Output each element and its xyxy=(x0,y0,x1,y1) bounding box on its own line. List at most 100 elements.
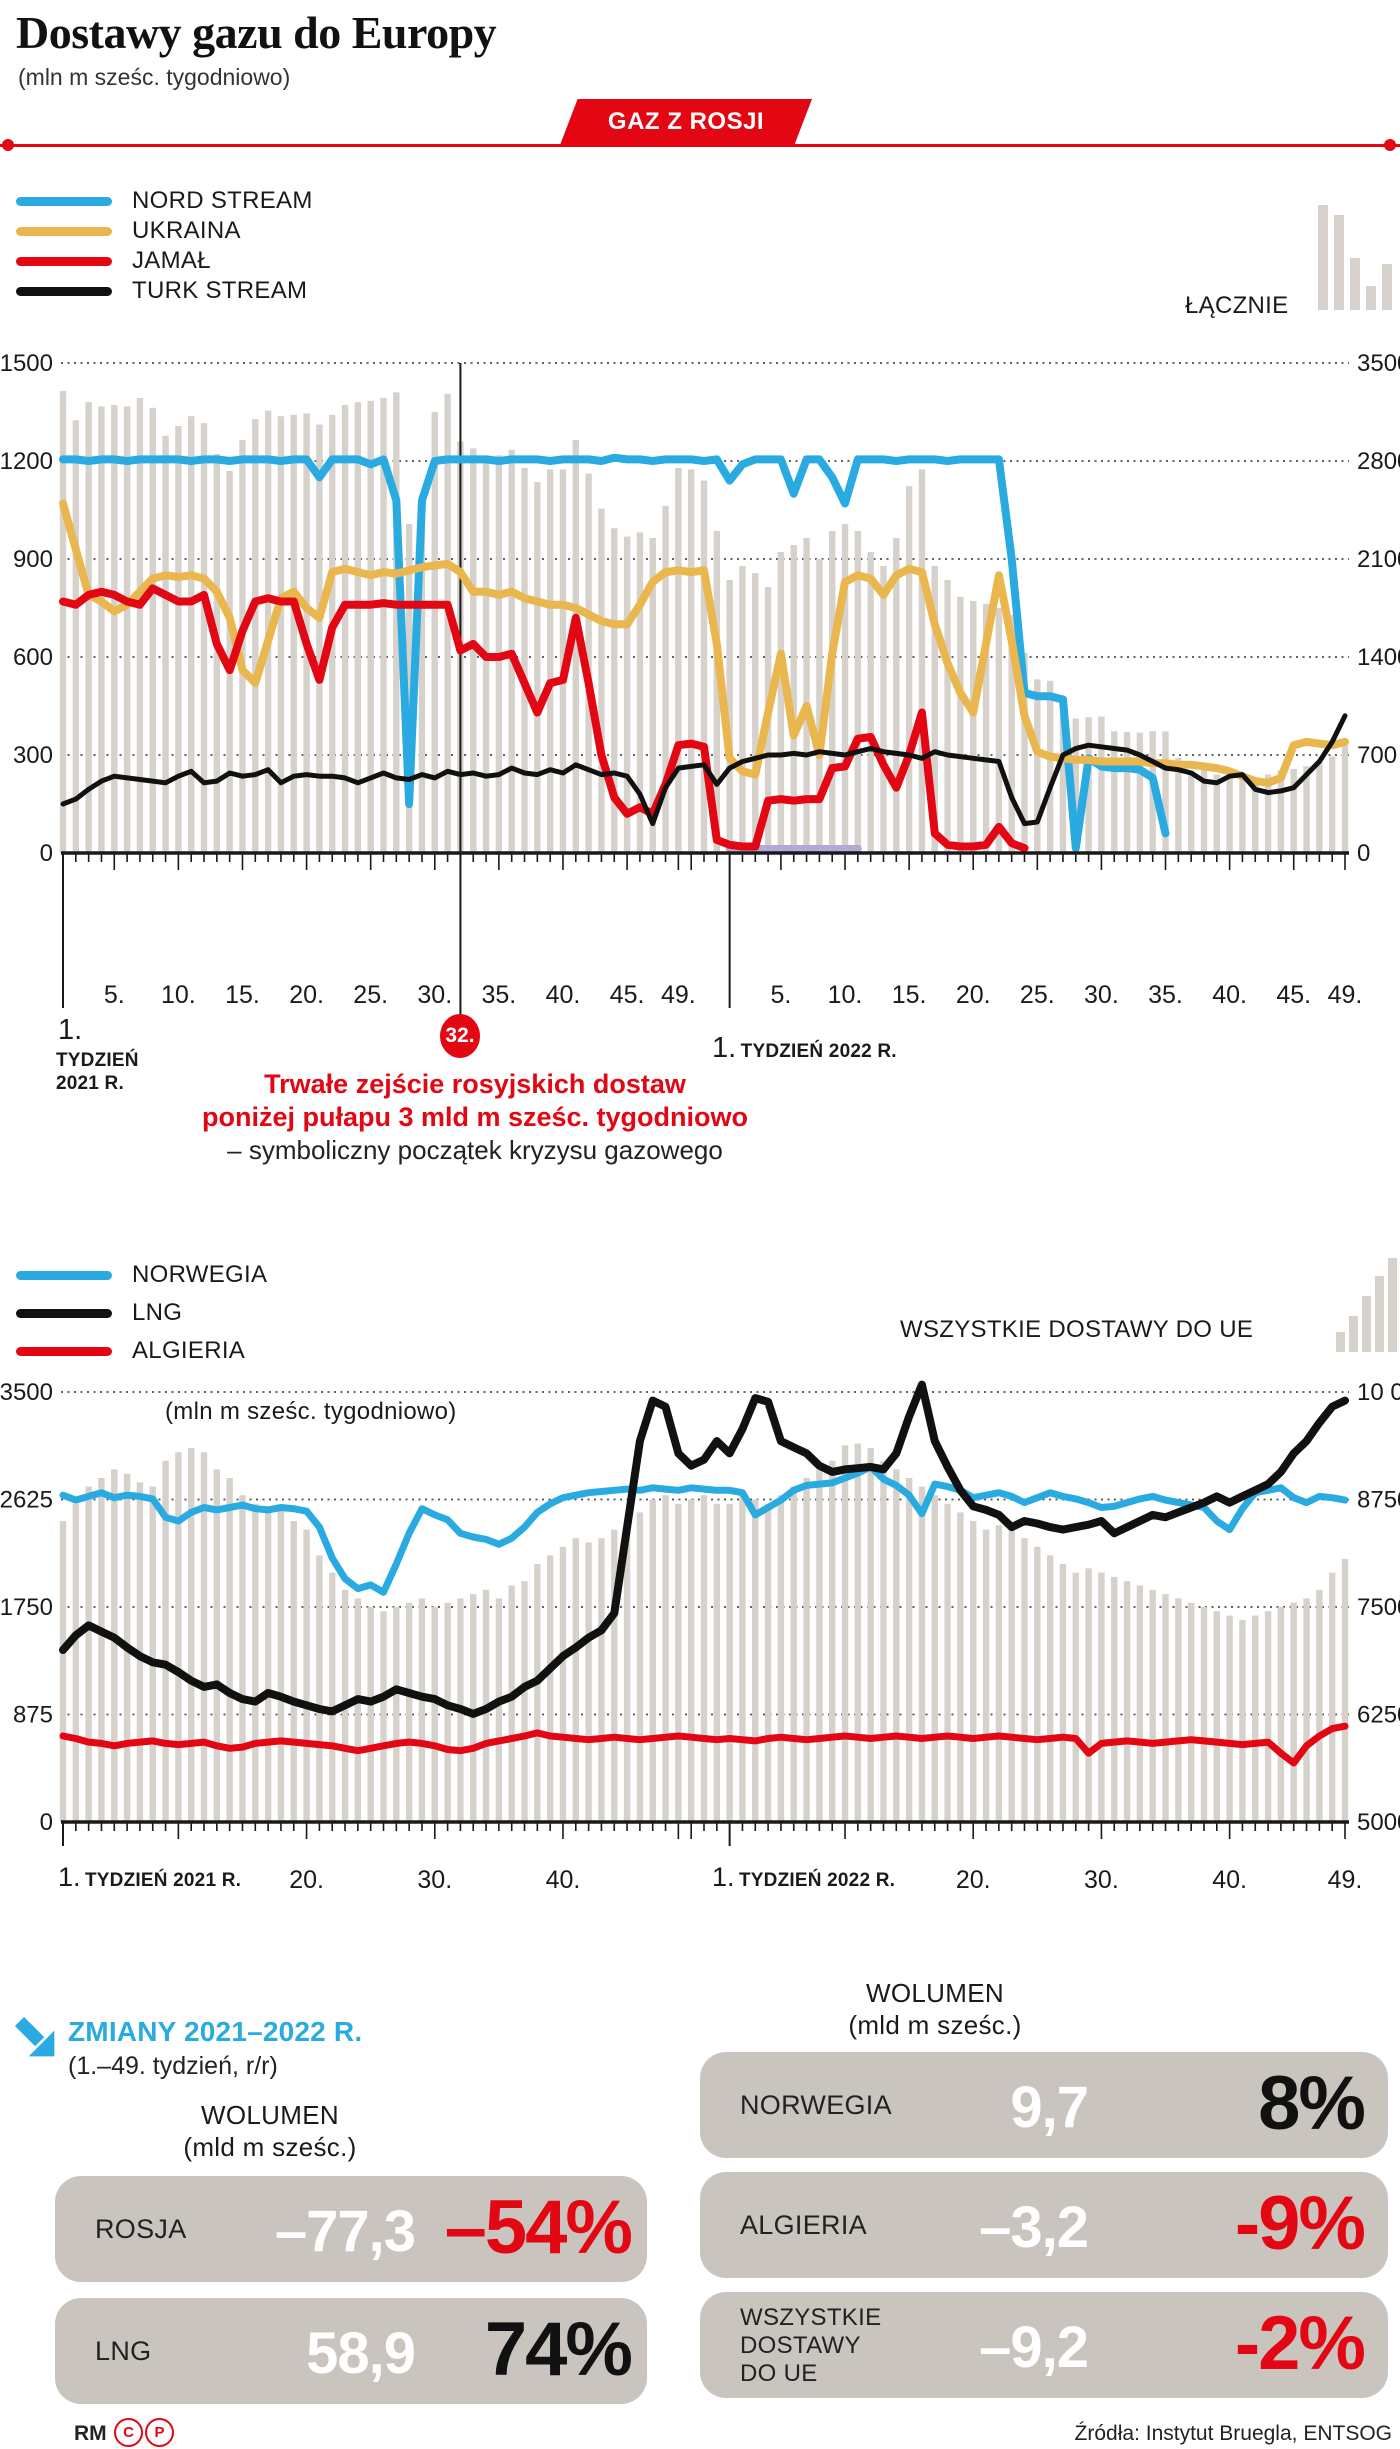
changes-section-title: ZMIANY 2021–2022 R. xyxy=(68,2016,363,2047)
y-axis-label-right: 700 xyxy=(1357,742,1397,769)
total-bar xyxy=(418,1598,426,1822)
total-bar xyxy=(1303,766,1310,853)
total-bar xyxy=(1264,1611,1272,1822)
total-bar xyxy=(239,440,246,853)
total-bar xyxy=(380,1611,387,1822)
total-bar xyxy=(277,416,285,853)
total-bar xyxy=(777,552,785,853)
total-bar xyxy=(1008,615,1015,853)
header-rule xyxy=(0,144,1400,147)
x-tick-label: 25. xyxy=(353,981,388,1009)
total-bar xyxy=(1328,756,1336,853)
total-bar xyxy=(1046,680,1054,853)
total-bar xyxy=(1226,1615,1233,1822)
y-axis-label-left: 2625 xyxy=(0,1487,53,1514)
total-bar xyxy=(393,392,400,853)
total-bar xyxy=(1136,732,1144,853)
x-tick-label: 49. xyxy=(1328,981,1363,1009)
total-bar xyxy=(649,1499,656,1822)
total-bar xyxy=(405,524,413,853)
chart2-year-2021: 1. TYDZIEŃ 2021 R. xyxy=(58,1862,241,1893)
total-bar xyxy=(136,398,144,853)
total-bar xyxy=(1098,1572,1105,1822)
total-bar xyxy=(162,435,169,853)
y-axis-label-right: 1400 xyxy=(1357,644,1400,671)
table-row-lng: LNG 58,9 74% xyxy=(55,2298,647,2404)
total-bar xyxy=(354,1598,362,1822)
page-subtitle: (mln m sześc. tygodniowo) xyxy=(18,64,291,90)
total-bar xyxy=(367,1607,374,1822)
total-bar xyxy=(829,531,836,853)
lng-swatch xyxy=(16,1308,112,1318)
total-bar xyxy=(1046,1555,1054,1822)
legend-item-turk-stream: TURK STREAM xyxy=(16,276,313,306)
total-bar xyxy=(367,400,374,853)
laczenie-label: ŁĄCZNIE xyxy=(1185,292,1289,319)
total-bar xyxy=(854,1443,862,1822)
total-bar xyxy=(944,580,951,853)
total-bar xyxy=(572,440,579,853)
total-bar xyxy=(1162,731,1169,853)
total-bar xyxy=(957,1512,964,1822)
y-axis-label-left: 600 xyxy=(13,644,53,671)
total-bar xyxy=(1341,745,1349,853)
series-line-ukraina xyxy=(59,499,1349,787)
wszystkie-dostawy-label: WSZYSTKIE DOSTAWY DO UE xyxy=(900,1316,1254,1343)
total-bar xyxy=(1290,1602,1297,1822)
row-label: LNG xyxy=(95,2336,152,2366)
total-bar xyxy=(72,1503,80,1822)
chart2-week1-2021: 1. xyxy=(58,1862,81,1892)
total-bar xyxy=(905,486,913,853)
x-tick-label: 20. xyxy=(289,981,324,1009)
total-bar xyxy=(444,1602,451,1822)
total-bar xyxy=(559,1546,567,1822)
total-bar xyxy=(123,406,131,853)
total-bar xyxy=(1264,774,1272,853)
total-bar xyxy=(1111,731,1118,853)
legend-label: UKRAINA xyxy=(132,217,241,244)
total-bar xyxy=(508,1585,515,1822)
chart2-legend: NORWEGIA LNG ALGIERIA xyxy=(16,1256,267,1370)
legend-item-algieria: ALGIERIA xyxy=(16,1332,267,1370)
total-bar xyxy=(111,405,118,853)
total-bar xyxy=(1162,1594,1169,1822)
jamal-swatch xyxy=(16,256,112,266)
total-bar xyxy=(854,531,862,853)
total-bar xyxy=(790,545,797,853)
total-bar xyxy=(1034,1546,1041,1822)
series-line-jamał xyxy=(59,584,1029,853)
total-bar xyxy=(1226,777,1233,853)
x-tick-label: 40. xyxy=(546,981,581,1009)
row-percent: -2% xyxy=(1234,2301,1366,2386)
y-axis-label-right: 0 xyxy=(1357,840,1370,867)
legend-item-nord-stream: NORD STREAM xyxy=(16,186,313,216)
legend-item-ukraina: UKRAINA xyxy=(16,216,313,246)
total-bar xyxy=(354,402,362,853)
y-axis-label-right: 5000 xyxy=(1357,1809,1400,1836)
y-axis-label-left: 1200 xyxy=(0,448,53,475)
total-bar xyxy=(393,1607,400,1822)
total-bar xyxy=(752,573,759,853)
total-bar xyxy=(905,1478,913,1822)
table-row-norwegia: NORWEGIA 9,7 8% xyxy=(700,2052,1388,2158)
total-bar xyxy=(149,1486,156,1822)
total-bar xyxy=(341,405,349,853)
rm-credit: RM xyxy=(74,2422,107,2445)
total-bar xyxy=(188,416,195,853)
total-bar xyxy=(162,1460,169,1822)
row-label: ALGIERIA xyxy=(740,2210,867,2240)
row-value: 58,9 xyxy=(306,2321,416,2386)
total-bar xyxy=(995,1525,1003,1822)
total-bar xyxy=(85,402,92,853)
x-tick-label: 10. xyxy=(161,981,196,1009)
row-value: –77,3 xyxy=(274,2199,416,2264)
total-bar xyxy=(636,532,644,853)
total-bar xyxy=(880,566,887,853)
header-rule-dot-left xyxy=(2,139,14,151)
table-row-algieria: ALGIERIA –3,2 -9% xyxy=(700,2172,1388,2278)
total-bar xyxy=(944,1503,951,1822)
total-bar xyxy=(495,1598,503,1822)
total-bar xyxy=(546,469,554,853)
